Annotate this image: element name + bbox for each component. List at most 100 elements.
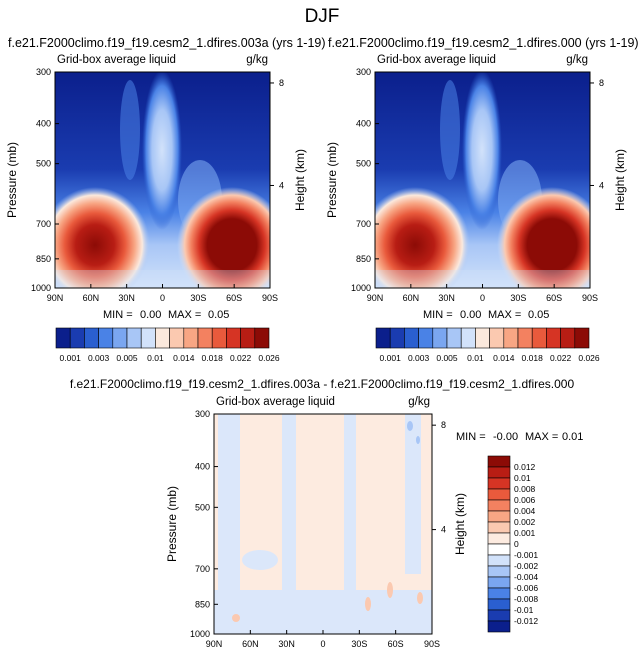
panel-2-minmax: MIN = 0.00 MAX = 0.05: [423, 309, 549, 321]
colorbar-label: -0.001: [514, 550, 538, 560]
colorbar-box: [487, 532, 511, 545]
panel-2-y2label: Height (km): [613, 149, 627, 211]
colorbar-label: 0.026: [578, 353, 600, 363]
colorbar-box: [254, 327, 270, 349]
panel-2-units: g/kg: [566, 54, 588, 66]
colorbar-box: [487, 554, 511, 567]
ytick-label: 300: [195, 409, 210, 419]
panel-1-xticks: 90N 60N 30N 0 30S 60S 90S: [47, 284, 278, 303]
colorbar-label: 0.014: [493, 353, 515, 363]
panel-3-y2label: Height (km): [453, 493, 467, 555]
colorbar-label: 0.022: [230, 353, 252, 363]
panel-2-min-value: 0.00: [460, 309, 481, 321]
panel-3-min-label: MIN =: [456, 431, 486, 443]
panel-2: f.e21.F2000climo.f19_f19.cesm2_1.dfires.…: [325, 36, 639, 363]
panel-1-title: f.e21.F2000climo.f19_f19.cesm2_1.dfires.…: [8, 36, 326, 50]
panel-2-yticks: 300 400 500 700 850 1000: [351, 67, 379, 293]
xtick-label: 60S: [226, 293, 242, 303]
colorbar-box: [546, 327, 561, 349]
y2tick-label: 4: [279, 180, 284, 190]
panel-3-yticks: 300 400 500 700 850 1000: [190, 409, 218, 639]
panel-1-field: [55, 72, 270, 288]
colorbar-box: [487, 521, 511, 534]
ytick-label: 850: [195, 599, 210, 609]
colorbar-box: [487, 609, 511, 622]
colorbar-box: [503, 327, 519, 349]
colorbar-label: 0.006: [514, 495, 536, 505]
colorbar-box: [487, 510, 511, 523]
panel-3-y2ticks: 84: [432, 420, 446, 535]
colorbar-box: [475, 327, 490, 349]
xtick-label: 30S: [190, 293, 206, 303]
xtick-label: 30N: [438, 293, 455, 303]
y2tick-label: 4: [599, 180, 604, 190]
colorbar-label: 0.018: [202, 353, 224, 363]
panel-2-max-label: MAX =: [488, 309, 521, 321]
xtick-label: 90N: [206, 639, 223, 649]
colorbar-label: 0.005: [436, 353, 458, 363]
panel-3-colorbar: 0.0120.010.0080.0060.0040.0020.0010-0.00…: [487, 455, 538, 633]
panel-3-field: [214, 414, 432, 634]
colorbar-box: [98, 327, 114, 349]
panel-2-max-value: 0.05: [528, 309, 549, 321]
ytick-label: 1000: [190, 629, 210, 639]
ytick-label: 700: [36, 219, 51, 229]
panel-3-units: g/kg: [408, 396, 430, 408]
panel-1-ylabel: Pressure (mb): [5, 142, 19, 218]
xtick-label: 0: [320, 639, 325, 649]
xtick-label: 60N: [403, 293, 420, 303]
colorbar-label: 0.004: [514, 506, 536, 516]
colorbar-label: 0.022: [550, 353, 572, 363]
ytick-label: 300: [36, 67, 51, 77]
colorbar-label: 0.002: [514, 517, 536, 527]
y2tick-label: 4: [441, 525, 446, 535]
panel-2-xticks: 90N 60N 30N 0 30S 60S 90S: [367, 284, 598, 303]
panel-2-min-label: MIN =: [423, 309, 453, 321]
ytick-label: 700: [356, 219, 371, 229]
ytick-label: 1000: [351, 283, 371, 293]
colorbar-box: [487, 587, 511, 600]
colorbar-label: 0.01: [467, 353, 484, 363]
colorbar-label: 0.026: [258, 353, 280, 363]
xtick-label: 0: [480, 293, 485, 303]
colorbar-box: [487, 565, 511, 578]
panel-2-field: [375, 72, 590, 288]
colorbar-box: [140, 327, 156, 349]
panel-1-max-label: MAX =: [168, 309, 201, 321]
panel-3-minmax: MIN = -0.00 MAX = 0.01: [456, 431, 583, 443]
colorbar-box: [487, 576, 511, 589]
colorbar-label: 0.008: [514, 484, 536, 494]
colorbar-label: 0: [514, 539, 519, 549]
panel-2-title: f.e21.F2000climo.f19_f19.cesm2_1.dfires.…: [328, 36, 639, 50]
colorbar-box: [489, 327, 505, 349]
panel-3-ylabel: Pressure (mb): [165, 486, 179, 562]
colorbar-label: -0.008: [514, 594, 538, 604]
colorbar-label: -0.006: [514, 583, 538, 593]
colorbar-box: [487, 488, 511, 501]
y2tick-label: 8: [599, 78, 604, 88]
ytick-label: 700: [195, 564, 210, 574]
panel-3-xticks: 90N 60N 30N 0 30S 60S 90S: [206, 630, 440, 649]
xtick-label: 90N: [367, 293, 384, 303]
colorbar-label: -0.002: [514, 561, 538, 571]
panel-1-units: g/kg: [246, 54, 268, 66]
xtick-label: 60S: [388, 639, 404, 649]
ytick-label: 400: [36, 119, 51, 129]
colorbar-box: [404, 327, 419, 349]
colorbar-box: [126, 327, 142, 349]
colorbar-label: 0.018: [522, 353, 544, 363]
y2tick-label: 8: [441, 420, 446, 430]
colorbar-box: [517, 327, 533, 349]
colorbar-box: [155, 327, 170, 349]
colorbar-box: [197, 327, 213, 349]
colorbar-label: 0.005: [116, 353, 138, 363]
colorbar-box: [574, 327, 590, 349]
ytick-label: 500: [195, 502, 210, 512]
panel-1-yticks: 300 400 500 700 850 1000: [31, 67, 59, 293]
xtick-label: 90S: [424, 639, 440, 649]
colorbar-box: [487, 543, 511, 556]
xtick-label: 30N: [278, 639, 295, 649]
colorbar-box: [183, 327, 199, 349]
panel-1-colorbar: 0.001 0.003 0.005 0.01 0.014 0.018 0.022 0.026: [55, 327, 280, 363]
colorbar-box: [418, 327, 434, 349]
